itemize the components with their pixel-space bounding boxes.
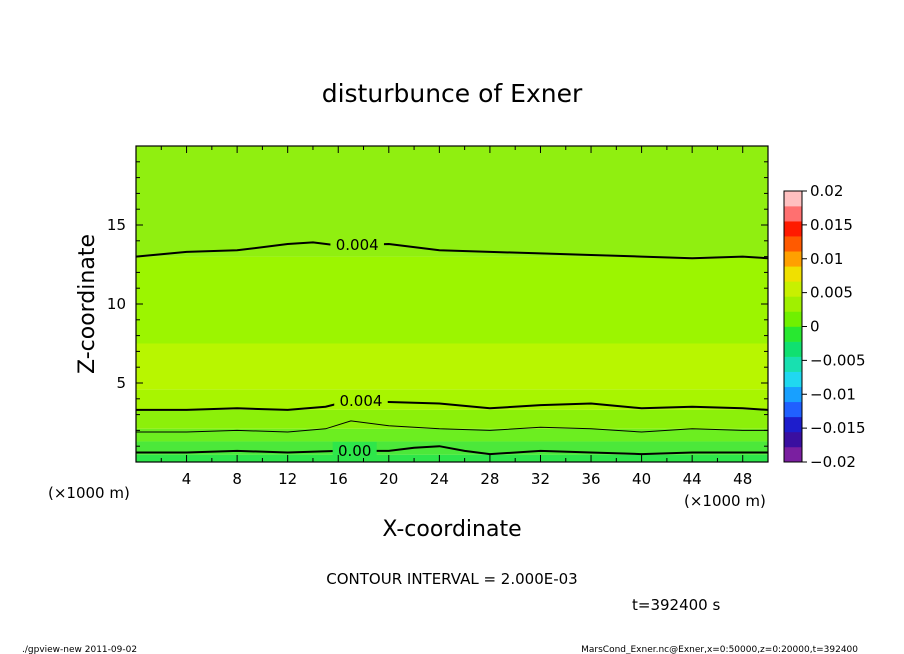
colorbar-segment-13	[784, 251, 802, 267]
colorbar-segment-11	[784, 281, 802, 297]
colorbar	[783, 190, 803, 463]
z-axis-title: Z-coordinate	[75, 234, 100, 374]
colorbar-segment-3	[784, 401, 802, 418]
colorbar-segment-15	[784, 221, 802, 237]
x-tick-label: 48	[733, 470, 752, 488]
colorbar-tick-label: 0.005	[810, 284, 853, 302]
contour-label-3: 0.00	[338, 442, 371, 460]
colorbar-segment-14	[784, 236, 802, 252]
contour-line-1	[136, 399, 769, 411]
x-tick-label: 4	[182, 470, 192, 488]
x-tick-label: 16	[329, 470, 348, 488]
colorbar-segment-17	[784, 191, 802, 207]
colorbar-tick-label: −0.005	[810, 351, 866, 369]
field-band-0	[136, 454, 768, 462]
colorbar-ticks: 0.02 0.015 0.01 0.005 0 −0.005 −0.01 −0.015 −0.0…	[802, 182, 866, 471]
contour-line-2	[136, 420, 768, 433]
x-unit-label: (×1000 m)	[684, 492, 766, 510]
footer-left: ./gpview-new 2011-09-02	[22, 645, 137, 654]
colorbar-tick-label: −0.02	[810, 453, 856, 471]
x-tick-label: 36	[581, 470, 600, 488]
field-band-2	[136, 428, 768, 442]
x-tick-label: 28	[480, 470, 499, 488]
field-band-3	[136, 409, 768, 429]
z-axis-ticks: 5 10 15	[107, 161, 768, 447]
plot-area	[136, 146, 768, 462]
contour-label-1: 0.004	[340, 392, 383, 410]
x-tick-label: 32	[531, 470, 550, 488]
x-tick-label: 12	[278, 470, 297, 488]
z-tick-label: 5	[116, 374, 126, 392]
colorbar-segment-9	[784, 311, 802, 327]
time-text: t=392400 s	[632, 596, 720, 614]
contour-line-3	[136, 445, 768, 456]
x-tick-label: 40	[632, 470, 651, 488]
colorbar-segment-7	[784, 341, 802, 357]
z-unit-label: (×1000 m)	[48, 484, 130, 502]
colorbar-segment-12	[784, 266, 802, 282]
contour-interval-text: CONTOUR INTERVAL = 2.000E-03	[326, 570, 577, 588]
field-band-5	[136, 343, 768, 390]
colorbar-segment-1	[784, 431, 802, 448]
x-axis-title: X-coordinate	[382, 517, 521, 542]
z-tick-label: 10	[107, 295, 126, 313]
field-band-6	[136, 256, 768, 344]
colorbar-tick-label: 0.015	[810, 216, 853, 234]
colorbar-segment-4	[784, 386, 802, 403]
x-tick-label: 44	[683, 470, 702, 488]
colorbar-segment-10	[784, 296, 802, 312]
colorbar-segment-6	[784, 356, 802, 372]
field-band-7	[136, 146, 768, 257]
contour-label-bg-1	[334, 391, 388, 408]
colorbar-tick-label: 0.02	[810, 182, 843, 200]
contour-label-bg-3	[332, 441, 377, 458]
colorbar-segment-8	[784, 326, 802, 342]
colorbar-tick-label: −0.01	[810, 385, 856, 403]
z-tick-label: 15	[107, 216, 126, 234]
x-axis-ticks: 4 8 12 16 20 24 28 32 36 40 44 48	[160, 146, 752, 488]
contour-label-0: 0.004	[336, 236, 379, 254]
x-tick-label: 24	[430, 470, 449, 488]
colorbar-tick-label: 0	[810, 318, 820, 336]
contour-label-bg-0	[330, 235, 384, 252]
x-tick-label: 8	[232, 470, 242, 488]
footer-right: MarsCond_Exner.nc@Exner,x=0:50000,z=0:20…	[581, 645, 858, 654]
colorbar-segment-16	[784, 206, 802, 222]
colorbar-segment-0	[784, 446, 802, 463]
chart-title: disturbunce of Exner	[322, 79, 583, 108]
x-tick-label: 20	[379, 470, 398, 488]
contour-line-0	[135, 241, 769, 260]
contour-lines: 0.004 0.004 0.00	[135, 235, 769, 460]
colorbar-segment-2	[784, 416, 802, 433]
colorbar-tick-label: −0.015	[810, 419, 866, 437]
colorbar-segment-5	[784, 371, 802, 388]
colorbar-tick-label: 0.01	[810, 250, 843, 268]
